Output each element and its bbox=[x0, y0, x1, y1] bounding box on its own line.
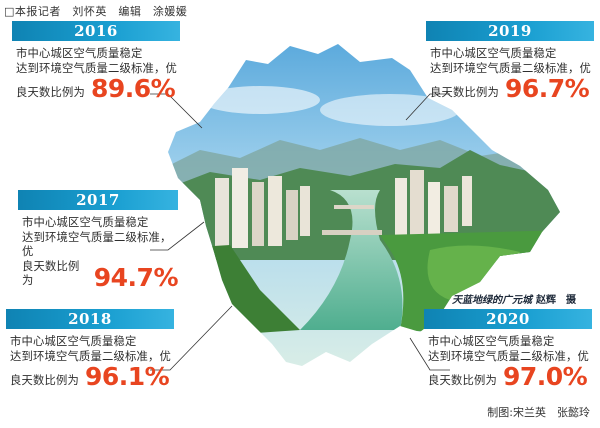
card-description: 市中心城区空气质量稳定 达到环境空气质量二级标准，优 良天数比例为 96.7% bbox=[426, 47, 594, 102]
year-card-2020: 2020 市中心城区空气质量稳定 达到环境空气质量二级标准，优 良天数比例为 9… bbox=[424, 309, 592, 390]
card-line: 市中心城区空气质量稳定 bbox=[22, 216, 149, 229]
percent-value: 97.0% bbox=[502, 362, 588, 391]
year-card-2019: 2019 市中心城区空气质量稳定 达到环境空气质量二级标准，优 良天数比例为 9… bbox=[426, 21, 594, 102]
card-line: 良天数比例为 bbox=[16, 85, 85, 99]
card-line: 市中心城区空气质量稳定 bbox=[10, 335, 137, 348]
photo-caption-text: 天蓝地绿的广元城 bbox=[452, 295, 532, 306]
card-line: 市中心城区空气质量稳定 bbox=[428, 335, 555, 348]
year-label: 2019 bbox=[426, 21, 594, 41]
card-description: 市中心城区空气质量稳定 达到环境空气质量二级标准，优 良天数比例为 89.6% bbox=[12, 47, 180, 102]
card-line: 良天数比例为 bbox=[430, 85, 499, 99]
reporter-credit: □本报记者 刘怀英 编辑 涂媛媛 bbox=[4, 5, 188, 18]
percent-value: 89.6% bbox=[90, 74, 176, 103]
year-label: 2017 bbox=[18, 190, 178, 210]
leader-2018 bbox=[150, 305, 233, 371]
card-description: 市中心城区空气质量稳定 达到环境空气质量二级标准，优 良天数比例为 94.7% bbox=[18, 216, 179, 292]
leader-2019 bbox=[405, 93, 450, 121]
card-line: 达到环境空气质量二级标准，优 bbox=[430, 61, 591, 75]
card-line: 市中心城区空气质量稳定 bbox=[16, 47, 143, 60]
card-line: 达到环境空气质量二级标准，优 bbox=[22, 230, 172, 259]
percent-value: 96.7% bbox=[504, 74, 590, 103]
card-line: 良天数比例为 bbox=[428, 373, 497, 387]
year-card-2018: 2018 市中心城区空气质量稳定 达到环境空气质量二级标准，优 良天数比例为 9… bbox=[6, 309, 174, 390]
year-card-2017: 2017 市中心城区空气质量稳定 达到环境空气质量二级标准，优 良天数比例为 9… bbox=[18, 190, 179, 292]
year-card-2016: 2016 市中心城区空气质量稳定 达到环境空气质量二级标准，优 良天数比例为 8… bbox=[12, 21, 180, 102]
production-credit: 制图:宋兰英 张懿玲 bbox=[487, 406, 590, 419]
percent-value: 94.7% bbox=[93, 262, 179, 292]
year-label: 2020 bbox=[424, 309, 592, 329]
photographer-credit: 赵辉 摄 bbox=[536, 295, 576, 306]
year-label: 2018 bbox=[6, 309, 174, 329]
card-line: 达到环境空气质量二级标准，优 bbox=[16, 61, 177, 75]
leader-2020 bbox=[409, 337, 450, 371]
card-line: 良天数比例为 bbox=[22, 259, 80, 288]
photo-caption: 天蓝地绿的广元城 赵辉 摄 bbox=[452, 291, 576, 306]
card-description: 市中心城区空气质量稳定 达到环境空气质量二级标准，优 良天数比例为 97.0% bbox=[424, 335, 592, 390]
card-line: 良天数比例为 bbox=[10, 373, 79, 387]
card-line: 达到环境空气质量二级标准，优 bbox=[10, 349, 171, 363]
card-line: 市中心城区空气质量稳定 bbox=[430, 47, 557, 60]
leader-2016 bbox=[150, 93, 203, 129]
year-label: 2016 bbox=[12, 21, 180, 41]
card-description: 市中心城区空气质量稳定 达到环境空气质量二级标准，优 良天数比例为 96.1% bbox=[6, 335, 174, 390]
leader-2017 bbox=[150, 221, 205, 251]
percent-value: 96.1% bbox=[84, 362, 170, 391]
card-line: 达到环境空气质量二级标准，优 bbox=[428, 349, 589, 363]
